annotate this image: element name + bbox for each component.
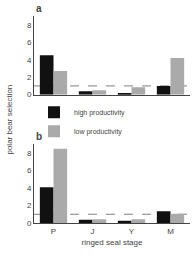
svg-text:2: 2: [27, 73, 32, 82]
svg-text:J: J: [91, 227, 95, 236]
svg-text:low productivity: low productivity: [74, 128, 122, 136]
svg-text:b: b: [36, 131, 42, 142]
svg-text:4: 4: [27, 184, 32, 193]
svg-text:M: M: [167, 227, 174, 236]
svg-text:a: a: [36, 3, 42, 14]
svg-text:6: 6: [27, 38, 32, 47]
svg-text:8: 8: [27, 149, 32, 158]
svg-text:8: 8: [27, 21, 32, 30]
svg-text:6: 6: [27, 166, 32, 175]
svg-text:ringed seal stage: ringed seal stage: [82, 238, 143, 247]
svg-text:0: 0: [27, 90, 32, 99]
svg-text:4: 4: [27, 56, 32, 65]
svg-text:Y: Y: [129, 227, 135, 236]
svg-text:0: 0: [27, 219, 32, 228]
svg-text:P: P: [51, 227, 56, 236]
svg-text:high productivity: high productivity: [74, 109, 125, 117]
svg-text:2: 2: [27, 201, 32, 210]
svg-text:polar bear selection: polar bear selection: [5, 85, 14, 155]
